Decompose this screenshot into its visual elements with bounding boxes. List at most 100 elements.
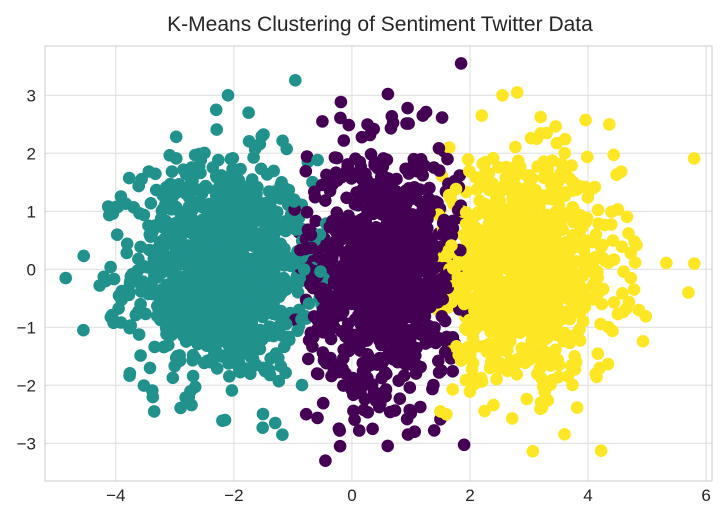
scatter-point-cluster-1 [376, 278, 389, 292]
scatter-point-cluster-2 [588, 180, 602, 194]
scatter-point-cluster-1 [414, 360, 427, 374]
scatter-point-cluster-0 [279, 283, 293, 296]
y-tick-label: 0 [27, 260, 36, 279]
scatter-point-cluster-0 [195, 187, 209, 200]
scatter-point-cluster-1 [392, 346, 406, 359]
scatter-point-cluster-1 [347, 404, 360, 418]
scatter-point-cluster-2 [687, 152, 701, 165]
scatter-point-cluster-1 [364, 148, 378, 161]
scatter-point-cluster-2 [503, 308, 517, 322]
scatter-point-cluster-2 [544, 259, 558, 272]
scatter-point-cluster-0 [204, 245, 218, 258]
scatter-point-cluster-0 [266, 307, 280, 321]
scatter-point-cluster-2 [515, 261, 528, 274]
scatter-point-cluster-2 [551, 289, 565, 303]
scatter-point-cluster-0 [217, 178, 231, 192]
scatter-point-cluster-1 [366, 422, 379, 436]
scatter-point-cluster-2 [530, 132, 544, 145]
scatter-point-cluster-0 [110, 228, 124, 241]
scatter-point-cluster-0 [275, 176, 288, 189]
scatter-point-cluster-0 [147, 405, 161, 418]
scatter-point-cluster-0 [166, 371, 180, 385]
scatter-point-cluster-1 [438, 345, 452, 359]
scatter-point-cluster-2 [490, 372, 503, 386]
scatter-point-cluster-2 [462, 276, 476, 290]
scatter-point-cluster-2 [490, 273, 504, 287]
scatter-point-cluster-1 [432, 142, 446, 155]
scatter-point-cluster-1 [348, 198, 362, 211]
scatter-point-cluster-0 [229, 329, 243, 343]
scatter-point-cluster-2 [617, 265, 630, 278]
scatter-point-cluster-1 [306, 340, 319, 353]
scatter-point-cluster-0 [122, 171, 136, 185]
scatter-point-cluster-2 [506, 192, 519, 206]
scatter-point-cluster-0 [165, 328, 179, 342]
scatter-point-cluster-2 [500, 278, 513, 292]
scatter-point-cluster-1 [414, 400, 427, 414]
scatter-point-cluster-1 [315, 178, 329, 192]
scatter-point-cluster-2 [516, 211, 529, 225]
scatter-point-cluster-1 [436, 292, 450, 306]
scatter-point-cluster-2 [486, 177, 499, 190]
scatter-point-cluster-2 [573, 323, 586, 336]
scatter-point-cluster-1 [341, 158, 355, 171]
scatter-point-cluster-1 [374, 290, 387, 304]
scatter-point-cluster-0 [249, 252, 263, 266]
scatter-point-cluster-2 [607, 253, 621, 266]
x-tick-label: −4 [106, 486, 125, 505]
scatter-point-cluster-0 [208, 269, 221, 282]
scatter-point-cluster-0 [124, 319, 137, 332]
scatter-point-cluster-0 [146, 287, 159, 301]
scatter-point-cluster-1 [369, 234, 383, 248]
scatter-point-cluster-0 [273, 239, 287, 252]
scatter-point-cluster-2 [588, 275, 602, 289]
scatter-point-cluster-2 [493, 186, 507, 199]
scatter-point-cluster-1 [381, 87, 395, 101]
scatter-point-cluster-2 [596, 251, 610, 265]
scatter-point-cluster-1 [398, 222, 411, 236]
scatter-point-cluster-1 [393, 337, 406, 350]
scatter-point-cluster-0 [306, 175, 319, 189]
scatter-point-cluster-0 [177, 163, 190, 176]
scatter-point-cluster-2 [682, 286, 695, 299]
scatter-point-cluster-1 [305, 241, 318, 255]
scatter-point-cluster-2 [545, 154, 559, 167]
scatter-point-cluster-1 [320, 356, 333, 370]
scatter-point-cluster-0 [107, 316, 120, 330]
scatter-point-cluster-2 [525, 172, 539, 185]
scatter-point-cluster-1 [403, 381, 417, 394]
scatter-point-cluster-0 [255, 299, 268, 313]
scatter-point-cluster-0 [295, 313, 308, 326]
scatter-point-cluster-1 [337, 352, 350, 365]
scatter-point-cluster-1 [403, 403, 417, 417]
scatter-point-cluster-2 [499, 171, 513, 184]
scatter-point-cluster-2 [509, 169, 522, 183]
y-axis-ticks: −3 −2 −1 0 1 2 3 [17, 86, 36, 453]
scatter-point-cluster-2 [616, 287, 629, 300]
scatter-point-cluster-2 [465, 216, 479, 229]
scatter-point-cluster-2 [628, 256, 642, 269]
scatter-point-cluster-2 [517, 191, 530, 205]
scatter-point-cluster-1 [433, 164, 446, 177]
scatter-point-cluster-1 [334, 111, 347, 125]
scatter-point-cluster-2 [595, 297, 609, 311]
scatter-point-cluster-0 [263, 218, 276, 232]
scatter-point-cluster-1 [400, 117, 413, 130]
scatter-point-cluster-0 [135, 281, 148, 294]
scatter-point-cluster-0 [179, 215, 192, 229]
scatter-point-cluster-1 [335, 284, 349, 298]
scatter-point-cluster-0 [138, 260, 151, 273]
scatter-point-cluster-1 [357, 403, 371, 417]
scatter-point-cluster-1 [361, 348, 374, 361]
scatter-point-cluster-0 [209, 322, 223, 336]
scatter-point-cluster-2 [614, 165, 628, 178]
scatter-point-cluster-0 [302, 297, 316, 310]
scatter-point-cluster-0 [185, 197, 199, 211]
scatter-point-cluster-1 [334, 95, 348, 109]
scatter-point-cluster-2 [465, 363, 479, 376]
scatter-point-cluster-1 [392, 374, 406, 388]
scatter-point-cluster-2 [541, 394, 555, 407]
scatter-point-cluster-1 [446, 214, 460, 228]
scatter-point-cluster-2 [540, 126, 553, 140]
scatter-point-cluster-1 [441, 152, 454, 166]
